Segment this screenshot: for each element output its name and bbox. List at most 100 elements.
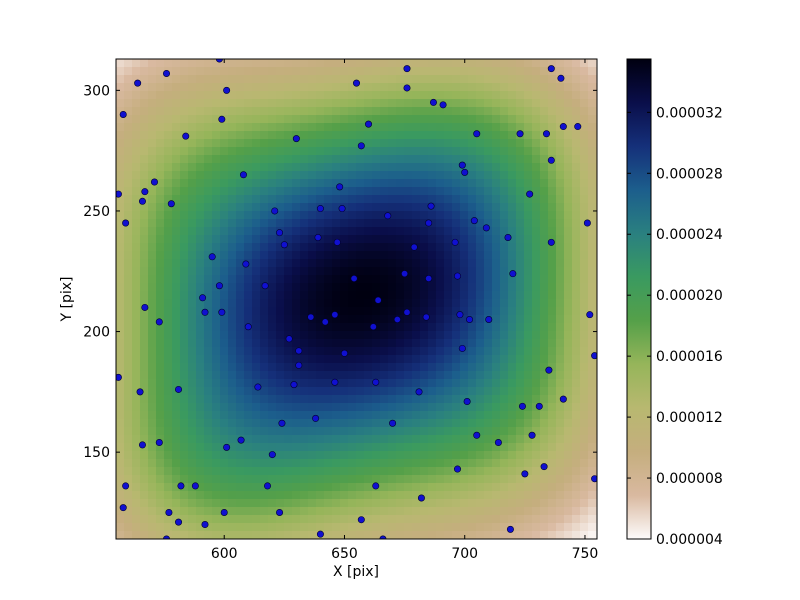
data-point xyxy=(165,508,173,516)
data-point xyxy=(268,451,276,459)
data-point xyxy=(331,378,339,386)
data-point xyxy=(290,381,298,389)
data-point xyxy=(574,123,582,131)
data-point xyxy=(116,190,122,198)
data-point xyxy=(542,130,550,138)
data-point xyxy=(333,238,341,246)
data-point xyxy=(403,308,411,316)
data-point xyxy=(155,318,163,326)
data-point xyxy=(389,419,397,427)
colorbar-tick-label: 0.000012 xyxy=(656,410,723,426)
data-point xyxy=(456,311,464,319)
data-point xyxy=(208,253,216,261)
data-point xyxy=(350,274,358,282)
data-point xyxy=(191,482,199,490)
data-point xyxy=(218,308,226,316)
colorbar-gradient xyxy=(626,58,652,540)
data-point xyxy=(365,120,373,128)
data-point xyxy=(547,65,555,73)
data-point xyxy=(280,241,288,249)
data-point xyxy=(264,482,272,490)
data-point xyxy=(223,86,231,94)
data-point xyxy=(417,494,425,502)
data-point xyxy=(535,402,543,410)
data-point xyxy=(175,385,183,393)
data-point xyxy=(470,217,478,225)
data-point xyxy=(494,439,502,447)
data-points xyxy=(116,59,597,539)
data-point xyxy=(321,318,329,326)
data-point xyxy=(116,373,122,381)
data-point xyxy=(138,441,146,449)
data-point xyxy=(458,344,466,352)
data-point xyxy=(372,482,380,490)
plot-area xyxy=(115,58,598,540)
data-point xyxy=(201,521,209,529)
data-point xyxy=(451,238,459,246)
data-point xyxy=(357,516,365,524)
data-point xyxy=(454,465,462,473)
data-point xyxy=(223,443,231,451)
data-point xyxy=(218,115,226,123)
data-point xyxy=(384,212,392,220)
data-point xyxy=(199,294,207,302)
data-point xyxy=(374,296,382,304)
data-point xyxy=(244,323,252,331)
density-map xyxy=(116,59,597,539)
data-point xyxy=(485,316,493,324)
colorbar-tick-label: 0.000032 xyxy=(656,105,723,121)
data-point xyxy=(215,282,223,290)
y-tick-label: 200 xyxy=(83,325,110,341)
data-point xyxy=(425,274,433,282)
data-point xyxy=(458,161,466,169)
data-point xyxy=(239,171,247,179)
data-point xyxy=(545,366,553,374)
data-point xyxy=(292,135,300,143)
data-point xyxy=(254,383,262,391)
data-point xyxy=(141,188,149,196)
data-point xyxy=(136,388,144,396)
data-point xyxy=(307,313,315,321)
x-axis-ticks: 600 650 700 750 xyxy=(211,59,598,562)
data-point xyxy=(415,388,423,396)
data-point xyxy=(276,229,284,237)
data-point xyxy=(463,398,471,406)
plot-frame xyxy=(115,58,598,540)
data-point xyxy=(340,349,348,357)
colorbar-tick-label: 0.000008 xyxy=(656,471,723,487)
data-point xyxy=(312,414,320,422)
x-axis-label: X [pix] xyxy=(333,564,379,580)
data-point xyxy=(122,219,130,227)
data-point xyxy=(182,132,190,140)
data-point xyxy=(242,260,250,268)
colorbar-tick-label: 0.000004 xyxy=(656,532,723,548)
data-point xyxy=(338,205,346,213)
y-tick-label: 150 xyxy=(83,445,110,461)
colorbar: 0.000004 0.000008 0.000012 0.000016 0.000020… xyxy=(626,58,723,548)
data-point xyxy=(295,361,303,369)
y-axis-ticks: 150 200 250 300 xyxy=(83,83,597,461)
data-point xyxy=(586,311,594,319)
data-point xyxy=(473,130,481,138)
y-tick-label: 250 xyxy=(83,204,110,220)
data-point xyxy=(403,84,411,92)
x-tick-label: 600 xyxy=(211,546,238,562)
data-point xyxy=(336,183,344,191)
y-tick-label: 300 xyxy=(83,83,110,99)
data-point xyxy=(177,482,185,490)
data-point xyxy=(591,475,597,483)
data-point xyxy=(314,233,322,241)
data-point xyxy=(454,272,462,280)
data-point xyxy=(403,65,411,73)
colorbar-tick-label: 0.000016 xyxy=(656,349,723,365)
data-point xyxy=(547,238,555,246)
data-point xyxy=(439,101,447,109)
data-point xyxy=(557,74,565,82)
data-point xyxy=(138,197,146,205)
colorbar-ticks: 0.000004 0.000008 0.000012 0.000016 0.000020… xyxy=(627,105,723,548)
data-point xyxy=(167,200,175,208)
colorbar-tick-label: 0.000024 xyxy=(656,227,723,243)
data-point xyxy=(220,508,228,516)
data-point xyxy=(316,530,324,538)
